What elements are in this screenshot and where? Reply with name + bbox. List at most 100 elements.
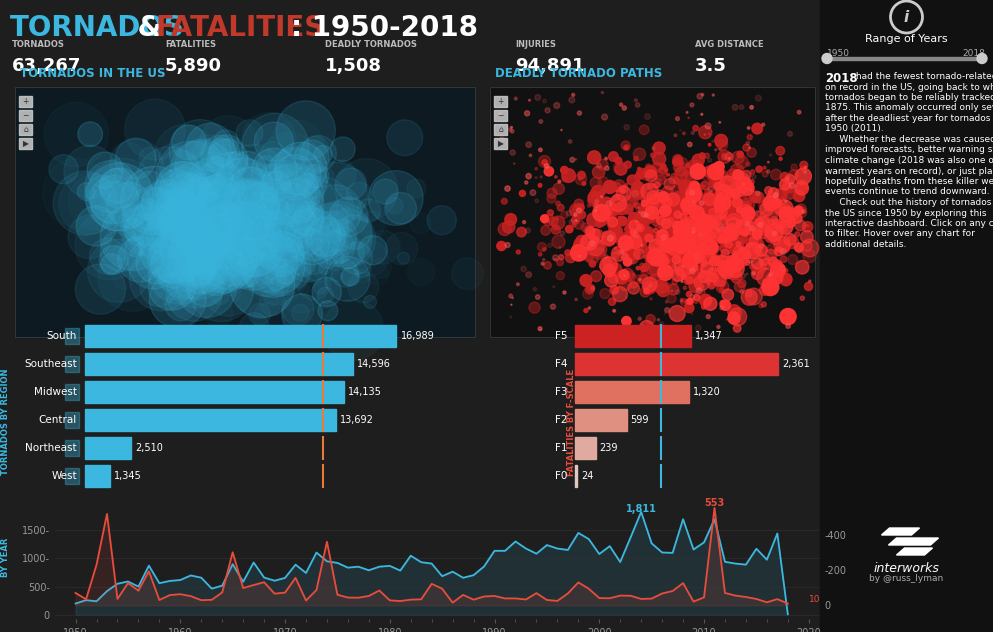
- Circle shape: [581, 234, 598, 250]
- Circle shape: [188, 256, 254, 322]
- Circle shape: [691, 183, 698, 191]
- Circle shape: [175, 141, 223, 190]
- Circle shape: [774, 236, 790, 252]
- Circle shape: [612, 212, 617, 218]
- Circle shape: [504, 186, 510, 191]
- Circle shape: [256, 182, 316, 241]
- Circle shape: [167, 173, 209, 215]
- Text: events continue to trend downward.: events continue to trend downward.: [825, 188, 990, 197]
- Text: +: +: [497, 97, 503, 106]
- Circle shape: [100, 230, 142, 272]
- Circle shape: [672, 255, 680, 264]
- Circle shape: [678, 260, 680, 262]
- Circle shape: [704, 153, 709, 158]
- Circle shape: [194, 204, 232, 241]
- Circle shape: [733, 205, 736, 208]
- Circle shape: [222, 205, 240, 222]
- Circle shape: [157, 184, 184, 210]
- Circle shape: [212, 178, 262, 228]
- Circle shape: [672, 159, 680, 166]
- Circle shape: [538, 253, 542, 256]
- Circle shape: [126, 201, 184, 258]
- Text: Midwest: Midwest: [34, 387, 77, 397]
- Circle shape: [525, 272, 531, 277]
- Circle shape: [673, 206, 678, 212]
- Circle shape: [632, 237, 637, 242]
- Circle shape: [725, 190, 727, 192]
- Circle shape: [551, 225, 560, 234]
- Circle shape: [638, 317, 641, 320]
- Circle shape: [728, 265, 738, 276]
- Circle shape: [641, 204, 650, 214]
- Circle shape: [319, 225, 330, 236]
- Circle shape: [271, 171, 317, 217]
- Circle shape: [792, 214, 802, 223]
- Circle shape: [700, 240, 704, 245]
- Circle shape: [707, 169, 720, 181]
- Circle shape: [203, 222, 234, 253]
- Circle shape: [609, 298, 616, 305]
- Circle shape: [252, 230, 286, 264]
- Text: 5,890: 5,890: [165, 57, 222, 75]
- Circle shape: [636, 221, 638, 222]
- Circle shape: [713, 257, 720, 264]
- Circle shape: [653, 228, 658, 233]
- Circle shape: [499, 112, 501, 115]
- Circle shape: [776, 200, 793, 217]
- Circle shape: [641, 212, 646, 217]
- Circle shape: [746, 222, 754, 230]
- Circle shape: [797, 248, 800, 252]
- Circle shape: [654, 223, 666, 234]
- Circle shape: [587, 284, 595, 292]
- Circle shape: [726, 319, 728, 320]
- Circle shape: [684, 219, 697, 231]
- Circle shape: [637, 231, 642, 237]
- Circle shape: [737, 210, 748, 221]
- Circle shape: [613, 230, 622, 240]
- Circle shape: [704, 233, 709, 237]
- Circle shape: [254, 252, 287, 284]
- Circle shape: [198, 240, 226, 269]
- Circle shape: [588, 233, 595, 239]
- Circle shape: [311, 236, 325, 249]
- Circle shape: [293, 249, 305, 260]
- Circle shape: [720, 288, 724, 292]
- Circle shape: [555, 176, 557, 178]
- Circle shape: [708, 204, 714, 209]
- Circle shape: [770, 198, 774, 202]
- Circle shape: [574, 219, 577, 222]
- Circle shape: [203, 213, 238, 248]
- Circle shape: [717, 195, 723, 201]
- Circle shape: [261, 187, 310, 235]
- Circle shape: [736, 241, 741, 246]
- Circle shape: [679, 219, 697, 237]
- Circle shape: [132, 214, 167, 248]
- Circle shape: [685, 245, 699, 259]
- Circle shape: [598, 177, 609, 187]
- Circle shape: [678, 205, 689, 216]
- Circle shape: [281, 230, 309, 257]
- Circle shape: [688, 206, 696, 214]
- Circle shape: [535, 95, 540, 100]
- Circle shape: [709, 180, 716, 187]
- Circle shape: [166, 197, 203, 233]
- Circle shape: [206, 233, 242, 269]
- Circle shape: [753, 210, 766, 224]
- Circle shape: [628, 249, 631, 252]
- Circle shape: [175, 177, 242, 245]
- Circle shape: [600, 205, 614, 219]
- Circle shape: [550, 304, 555, 309]
- Circle shape: [213, 130, 238, 155]
- Circle shape: [249, 221, 290, 262]
- Circle shape: [641, 200, 647, 207]
- Circle shape: [557, 204, 564, 211]
- Circle shape: [712, 140, 714, 142]
- Circle shape: [657, 319, 659, 321]
- Text: 2,361: 2,361: [782, 359, 810, 369]
- Circle shape: [54, 171, 117, 235]
- Circle shape: [694, 209, 703, 219]
- Circle shape: [628, 229, 638, 241]
- Circle shape: [87, 239, 151, 302]
- Circle shape: [707, 201, 720, 214]
- Circle shape: [630, 280, 632, 282]
